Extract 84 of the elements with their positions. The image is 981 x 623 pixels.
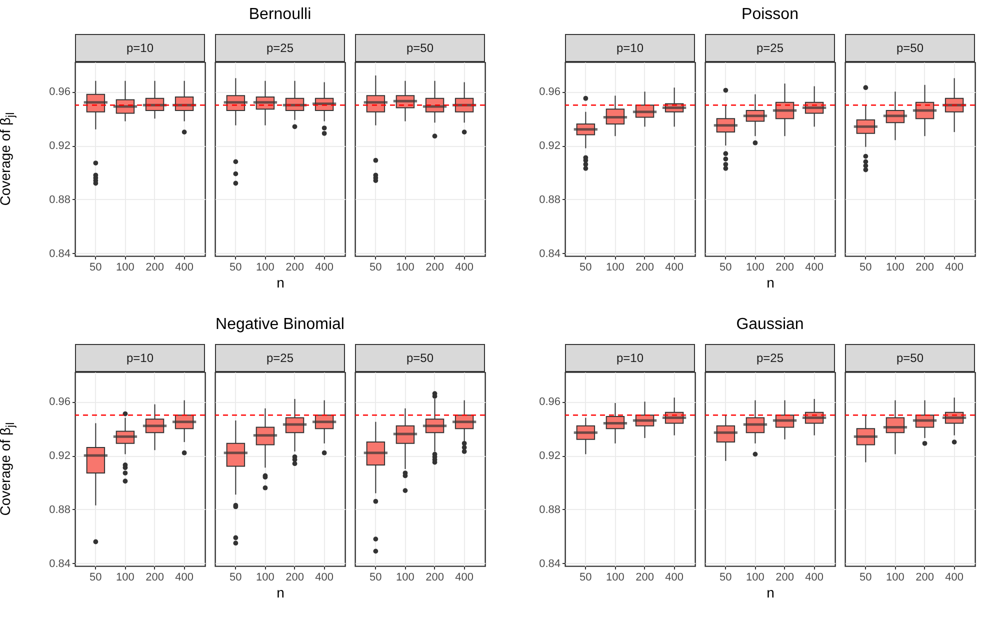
x-tick-label: 100 [746, 572, 764, 584]
x-tick-label: 100 [396, 262, 414, 274]
x-tick-label: 200 [636, 262, 654, 274]
x-tick-label: 400 [805, 262, 824, 274]
x-tick-label: 50 [580, 262, 592, 274]
x-tick-label: 400 [175, 572, 194, 584]
chart-subtitle: p=50 [845, 34, 975, 62]
y-tick-label: 0.96 [539, 86, 560, 98]
y-tick-label: 0.92 [49, 450, 70, 462]
x-tick-label: 100 [606, 572, 624, 584]
x-tick-label: 400 [665, 262, 684, 274]
chart-title: Gaussian [736, 316, 804, 334]
x-tick-label: 50 [720, 262, 732, 274]
y-tick-label: 0.88 [539, 194, 560, 206]
x-tick-label: 200 [426, 572, 444, 584]
x-tick-label: 50 [90, 572, 102, 584]
y-tick-label: 0.96 [49, 396, 70, 408]
x-tick-label: 200 [916, 572, 934, 584]
y-tick-label: 0.96 [49, 86, 70, 98]
x-tick-label: 50 [720, 572, 732, 584]
x-axis-title: n [276, 584, 284, 600]
y-tick-label: 0.96 [539, 396, 560, 408]
x-tick-label: 200 [146, 262, 164, 274]
chart-subtitle: p=10 [75, 34, 205, 62]
chart-subtitle: p=50 [355, 344, 485, 372]
x-tick-label: 400 [945, 572, 964, 584]
chart-subtitle: p=50 [845, 344, 975, 372]
x-tick-label: 100 [746, 262, 764, 274]
y-tick-label: 0.84 [49, 248, 70, 260]
x-tick-label: 50 [860, 262, 872, 274]
x-tick-label: 50 [860, 572, 872, 584]
x-tick-label: 400 [455, 572, 474, 584]
x-tick-label: 200 [146, 572, 164, 584]
y-tick-label: 0.92 [49, 140, 70, 152]
x-tick-label: 50 [90, 262, 102, 274]
y-tick-label: 0.92 [539, 140, 560, 152]
x-axis-title: n [766, 274, 774, 290]
y-tick-label: 0.84 [539, 248, 560, 260]
chart-subtitle: p=10 [565, 34, 695, 62]
x-tick-label: 400 [945, 262, 964, 274]
x-tick-label: 100 [116, 262, 134, 274]
y-tick-label: 0.92 [539, 450, 560, 462]
x-tick-label: 100 [116, 572, 134, 584]
chart-subtitle: p=50 [355, 34, 485, 62]
x-tick-label: 100 [396, 572, 414, 584]
x-tick-label: 100 [256, 572, 274, 584]
x-tick-label: 400 [455, 262, 474, 274]
y-tick-label: 0.84 [49, 558, 70, 570]
x-tick-label: 50 [580, 572, 592, 584]
x-tick-label: 400 [315, 262, 334, 274]
chart-title: Poisson [742, 6, 798, 24]
x-tick-label: 100 [256, 262, 274, 274]
chart-subtitle: p=25 [215, 34, 345, 62]
x-tick-label: 100 [886, 262, 904, 274]
x-tick-label: 50 [370, 262, 382, 274]
x-tick-label: 400 [175, 262, 194, 274]
x-tick-label: 50 [370, 572, 382, 584]
x-tick-label: 100 [606, 262, 624, 274]
chart-subtitle: p=25 [215, 344, 345, 372]
x-tick-label: 200 [916, 262, 934, 274]
y-tick-label: 0.84 [539, 558, 560, 570]
y-tick-label: 0.88 [539, 504, 560, 516]
x-tick-label: 200 [286, 262, 304, 274]
x-tick-label: 200 [636, 572, 654, 584]
x-tick-label: 100 [886, 572, 904, 584]
x-tick-label: 200 [776, 262, 794, 274]
chart-subtitle: p=10 [75, 344, 205, 372]
x-tick-label: 400 [665, 572, 684, 584]
x-axis-title: n [766, 584, 774, 600]
x-tick-label: 400 [805, 572, 824, 584]
x-axis-title: n [276, 274, 284, 290]
x-tick-label: 400 [315, 572, 334, 584]
x-tick-label: 50 [230, 262, 242, 274]
chart-subtitle: p=25 [705, 344, 835, 372]
x-tick-label: 200 [426, 262, 444, 274]
y-tick-label: 0.88 [49, 194, 70, 206]
x-tick-label: 50 [230, 572, 242, 584]
chart-subtitle: p=25 [705, 34, 835, 62]
x-tick-label: 200 [776, 572, 794, 584]
x-tick-label: 200 [286, 572, 304, 584]
y-tick-label: 0.88 [49, 504, 70, 516]
chart-title: Negative Binomial [216, 316, 344, 334]
chart-subtitle: p=10 [565, 344, 695, 372]
chart-title: Bernoulli [248, 6, 312, 24]
